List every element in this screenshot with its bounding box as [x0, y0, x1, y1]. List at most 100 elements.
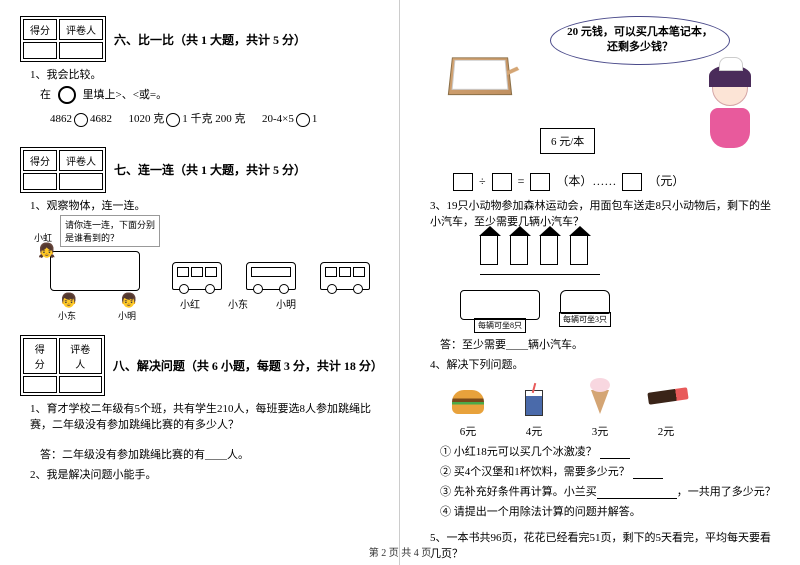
q4-3-pre: ③ 先补充好条件再计算。小兰买 [440, 486, 597, 498]
kid-2-label: 小东 [58, 309, 76, 322]
op-equals: = [518, 174, 525, 188]
section-8-header: 得分评卷人 八、解决问题（共 6 小题，每题 3 分，共计 18 分） [20, 335, 379, 396]
score-label: 得分 [23, 150, 57, 171]
bus-view-1 [172, 262, 222, 290]
bubble-line-1: 20 元钱，可以买几本笔记本， [565, 25, 715, 40]
food-choco: 2元 [648, 380, 684, 439]
kid-3-label: 小明 [118, 309, 136, 322]
car-capacity-label: 每辆可坐3只 [559, 312, 611, 327]
icecream-icon [591, 390, 609, 414]
r-q4-4: ④ 请提出一个用除法计算的问题并解答。 [440, 503, 780, 519]
c3-left: 20-4×5 [262, 113, 294, 125]
bus-label-3: 小明 [276, 296, 296, 311]
blank-2 [633, 467, 663, 479]
food-ice: 3元 [582, 384, 618, 439]
food-burger: 6元 [450, 387, 486, 439]
bus-label-2: 小东 [228, 296, 248, 311]
pencil-icon [482, 67, 519, 86]
score-box-7: 得分评卷人 [20, 147, 106, 193]
formula-row: ÷ = （本）…… （元） [450, 172, 780, 191]
instr-pre: 在 [40, 89, 51, 101]
scene-bus-icon [50, 251, 140, 291]
zoo-scene: 每辆可坐8只 每辆可坐3只 [450, 235, 650, 320]
grader-cell [59, 173, 103, 190]
food-drink: 4元 [516, 388, 552, 439]
chocolate-icon [647, 388, 688, 405]
r-q3: 3、19只小动物参加森林运动会，用面包车送走8只小动物后，剩下的坐小汽车，至少需… [430, 197, 780, 229]
kid-1-icon: 👧 [38, 243, 55, 260]
castle-icon [480, 235, 600, 275]
s6-instruction: 在 里填上>、<或=。 [40, 86, 379, 104]
vehicle-group: 每辆可坐8只 每辆可坐3只 [460, 290, 610, 320]
kid-1-label: 小虹 [34, 231, 52, 244]
left-column: 得分评卷人 六、比一比（共 1 大题，共计 5 分） 1、我会比较。 在 里填上… [0, 0, 400, 565]
q4-2-text: ② 买4个汉堡和1杯饮料，需要多少元？ [440, 466, 630, 478]
c3-right: 1 [312, 113, 318, 125]
grader-label: 评卷人 [59, 338, 102, 374]
ice-price: 3元 [582, 423, 618, 439]
section-6-header: 得分评卷人 六、比一比（共 1 大题，共计 5 分） [20, 16, 379, 62]
blank-1 [600, 447, 630, 459]
s8-q1-ans: 答：二年级没有参加跳绳比赛的有____人。 [40, 446, 379, 462]
bus-scene-area: 请你连一连，下面分别是谁看到的？ 👧 小虹 👦 小东 👦 小明 小红 小东 小明 [40, 221, 379, 311]
blank-3 [597, 487, 677, 499]
score-label: 得分 [23, 19, 57, 40]
s7-q1: 1、观察物体，连一连。 [30, 197, 379, 213]
section-8-title: 八、解决问题（共 6 小题，每题 3 分，共计 18 分） [113, 357, 379, 374]
score-box-8: 得分评卷人 [20, 335, 105, 396]
q4-1-text: ① 小红18元可以买几个冰激凌？ [440, 446, 597, 458]
compare-circle-3 [296, 113, 310, 127]
op-divide: ÷ [479, 174, 486, 188]
page-footer: 第 2 页 共 4 页 [369, 544, 432, 559]
section-7-header: 得分评卷人 七、连一连（共 1 大题，共计 5 分） [20, 147, 379, 193]
grader-cell [59, 376, 102, 393]
observation-scene: 请你连一连，下面分别是谁看到的？ 👧 小虹 👦 小东 👦 小明 [40, 221, 160, 311]
c1-left: 4862 [50, 113, 72, 125]
r-q4-3: ③ 先补充好条件再计算。小兰买，一共用了多少元？ [440, 483, 780, 499]
formula-unit-1: （本）…… [556, 174, 616, 188]
r-q4-2: ② 买4个汉堡和1杯饮料，需要多少元？ [440, 463, 780, 479]
burger-price: 6元 [450, 423, 486, 439]
notebook-scene: 20 元钱，可以买几本笔记本， 还剩多少钱？ 6 元/本 [420, 10, 780, 160]
bus-label-1: 小红 [180, 296, 200, 311]
score-box-6: 得分评卷人 [20, 16, 106, 62]
section-6-title: 六、比一比（共 1 大题，共计 5 分） [114, 31, 306, 48]
choco-price: 2元 [648, 423, 684, 439]
small-car-icon: 每辆可坐3只 [560, 290, 610, 314]
c2-right: 1 千克 200 克 [182, 113, 245, 125]
formula-unit-2: （元） [648, 174, 684, 188]
drink-price: 4元 [516, 423, 552, 439]
bus-view-3 [320, 262, 370, 290]
right-column: 20 元钱，可以买几本笔记本， 还剩多少钱？ 6 元/本 ÷ = （本）…… （… [400, 0, 800, 565]
instr-post: 里填上>、<或=。 [83, 89, 168, 101]
formula-box-4 [622, 173, 642, 191]
r-q4: 4、解决下列问题。 [430, 356, 780, 372]
kid-2-icon: 👦 [60, 293, 77, 310]
r-q3-ans: 答：至少需要____辆小汽车。 [440, 336, 780, 352]
compare-circle-2 [166, 113, 180, 127]
r-q4-1: ① 小红18元可以买几个冰激凌？ [440, 443, 780, 459]
c1-right: 4682 [90, 113, 112, 125]
s6-q1: 1、我会比较。 [30, 66, 379, 82]
score-cell [23, 376, 57, 393]
bubble-line-2: 还剩多少钱？ [565, 40, 715, 55]
s8-q1: 1、育才学校二年级有5个班，共有学生210人，每班要选8人参加跳绳比赛，二年级没… [30, 400, 379, 432]
notebook-icon [450, 55, 520, 105]
formula-box-3 [530, 173, 550, 191]
score-label: 得分 [23, 338, 57, 374]
kid-3-icon: 👦 [120, 293, 137, 310]
burger-icon [452, 390, 484, 414]
girl-character-icon [700, 70, 760, 170]
formula-box-1 [453, 173, 473, 191]
circle-sample-icon [58, 86, 76, 104]
speech-bubble: 20 元钱，可以买几本笔记本， 还剩多少钱？ [550, 16, 730, 65]
grader-label: 评卷人 [59, 150, 103, 171]
bus-label-row: 小红 小东 小明 [180, 296, 370, 311]
s6-compare-row: 48624682 1020 克1 千克 200 克 20-4×51 [50, 110, 379, 126]
bus-capacity-label: 每辆可坐8只 [474, 318, 526, 333]
big-bus-icon: 每辆可坐8只 [460, 290, 540, 320]
price-box: 6 元/本 [540, 128, 595, 154]
formula-box-2 [492, 173, 512, 191]
food-row: 6元 4元 3元 2元 [450, 380, 780, 439]
bus-row [172, 262, 370, 290]
